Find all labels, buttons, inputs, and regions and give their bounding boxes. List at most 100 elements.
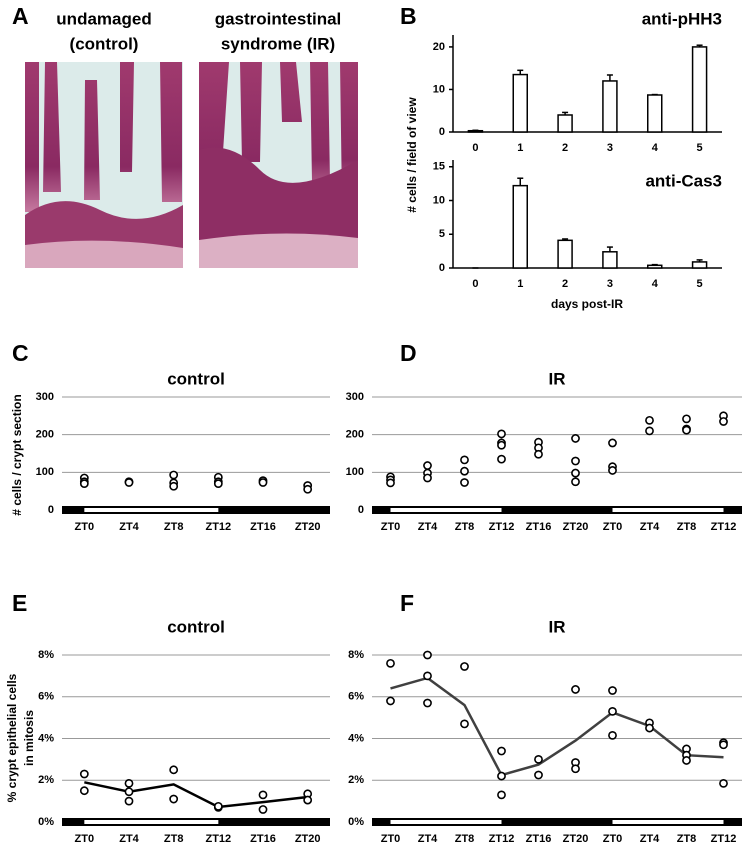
x-tick-label: ZT20 (295, 521, 321, 533)
y-tick-label: 200 (36, 429, 54, 441)
x-tick-label: 5 (697, 278, 703, 290)
data-point (258, 805, 268, 814)
data-point (386, 478, 395, 488)
data-point (258, 790, 268, 800)
x-tick-label: ZT16 (250, 833, 276, 845)
x-tick-label: ZT20 (295, 833, 321, 845)
x-tick-label: ZT20 (563, 521, 589, 533)
image-caption: gastrointestinal (215, 9, 342, 28)
panel-label: C (12, 340, 29, 366)
y-tick-label: 2% (348, 774, 364, 786)
x-tick-label: ZT8 (677, 521, 697, 533)
data-point (79, 786, 89, 796)
data-point (423, 671, 432, 681)
x-tick-label: 5 (697, 142, 703, 154)
x-tick-label: ZT8 (455, 833, 475, 845)
histology-image (25, 62, 183, 268)
data-point (303, 795, 313, 805)
data-point (124, 478, 134, 487)
data-point (608, 730, 617, 740)
chart-title: control (167, 369, 225, 388)
data-point (79, 479, 89, 489)
x-tick-label: 4 (652, 278, 659, 290)
light-dark-bar (372, 506, 742, 514)
data-point (645, 426, 654, 436)
y-tick-label: 20 (433, 41, 445, 53)
x-tick-label: ZT0 (381, 833, 401, 845)
mean-line (84, 781, 308, 809)
bar (512, 73, 528, 133)
data-point (534, 770, 543, 780)
light-phase (612, 508, 724, 512)
data-point (571, 685, 580, 694)
x-tick-label: ZT16 (250, 521, 276, 533)
light-phase (84, 508, 219, 512)
y-tick-label: 0 (439, 126, 445, 138)
y-tick-label: 8% (38, 649, 54, 661)
y-tick-label: 10 (433, 83, 445, 95)
data-point (386, 696, 395, 706)
y-tick-label: 300 (36, 391, 54, 403)
bar (467, 129, 484, 133)
data-point (460, 478, 469, 487)
x-tick-label: 1 (517, 142, 523, 154)
data-point (460, 719, 469, 729)
bar (512, 184, 528, 269)
data-point (497, 746, 506, 756)
data-point (608, 438, 617, 448)
panel-label: A (12, 3, 29, 29)
data-point (169, 481, 179, 491)
y-tick-label: 0% (38, 816, 54, 828)
x-tick-label: 3 (607, 142, 613, 154)
x-tick-label: ZT12 (711, 521, 737, 533)
image-caption: (control) (70, 34, 139, 53)
x-tick-label: ZT4 (119, 521, 139, 533)
x-tick-label: ZT8 (164, 833, 184, 845)
y-tick-label: 0 (358, 504, 364, 516)
y-tick-label: 10 (433, 194, 445, 206)
light-phase (612, 820, 724, 824)
light-dark-bar (372, 818, 742, 826)
data-point (460, 455, 469, 465)
data-point (497, 771, 506, 781)
data-point (571, 764, 580, 774)
x-tick-label: ZT0 (381, 521, 401, 533)
y-axis-label: in mitosis (22, 710, 36, 766)
y-tick-label: 0 (48, 504, 54, 516)
bar (691, 46, 708, 133)
x-tick-label: ZT0 (75, 833, 95, 845)
x-tick-label: ZT16 (526, 833, 552, 845)
x-tick-label: ZT4 (640, 833, 660, 845)
x-tick-label: ZT16 (526, 521, 552, 533)
chart-title: control (167, 617, 225, 636)
data-point (79, 769, 89, 779)
y-tick-label: 0 (439, 262, 445, 274)
y-tick-label: 0% (348, 816, 364, 828)
x-tick-label: ZT8 (164, 521, 184, 533)
x-tick-label: ZT12 (489, 521, 515, 533)
chart-title: anti-pHH3 (642, 9, 722, 28)
y-axis-label: # cells / field of view (405, 97, 419, 213)
x-tick-label: ZT0 (603, 521, 623, 533)
data-point (386, 658, 395, 668)
x-tick-label: ZT4 (640, 521, 660, 533)
y-tick-label: 8% (348, 649, 364, 661)
x-tick-label: 1 (517, 278, 523, 290)
bar (557, 114, 573, 133)
data-point (719, 778, 728, 788)
x-tick-label: ZT12 (711, 833, 737, 845)
mean-line (390, 676, 724, 777)
data-point (497, 440, 506, 450)
data-point (497, 454, 506, 464)
data-point (497, 429, 506, 439)
chart-title: IR (549, 617, 566, 636)
bar (647, 94, 663, 133)
image-caption: syndrome (IR) (221, 34, 335, 53)
image-caption: undamaged (56, 9, 151, 28)
x-tick-label: ZT12 (205, 521, 231, 533)
x-tick-label: 0 (472, 278, 478, 290)
y-axis-label: % crypt epithelial cells (5, 673, 19, 802)
x-tick-label: ZT4 (119, 833, 139, 845)
y-tick-label: 15 (433, 161, 445, 173)
